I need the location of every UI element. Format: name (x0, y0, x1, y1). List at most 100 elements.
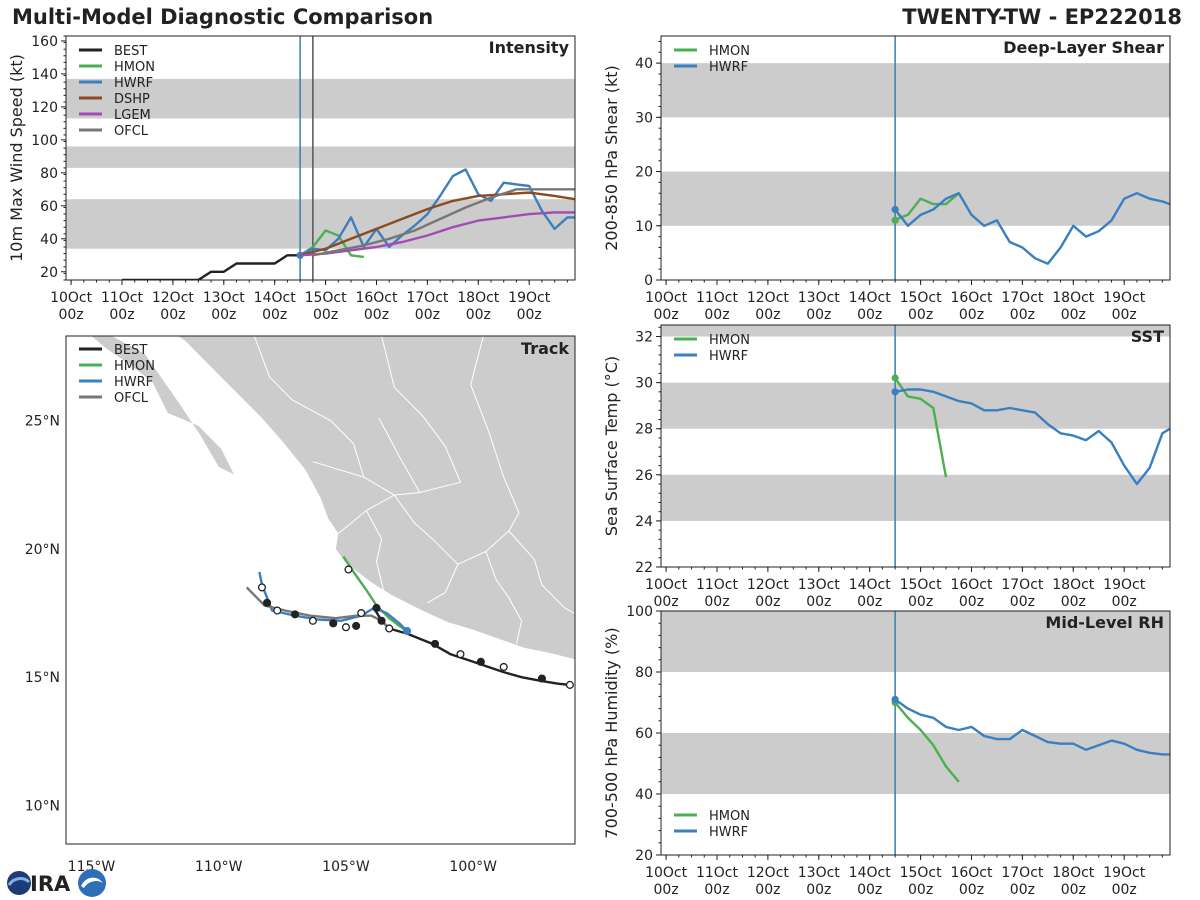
rh-xtick-hour: 00z (1010, 882, 1035, 898)
track-point-hwrf (263, 598, 272, 607)
shear-xtick-hour: 00z (755, 307, 780, 323)
intensity-ytick-label: 60 (40, 199, 58, 215)
sst-xtick-hour: 00z (1112, 594, 1137, 610)
sst-xtick-date: 10Oct (645, 577, 688, 593)
storm-id: TWENTY-TW - EP222018 (902, 5, 1182, 29)
sst-xtick-hour: 00z (806, 594, 831, 610)
shear-ytick-label: 40 (635, 56, 653, 72)
sst-xtick-hour: 00z (959, 594, 984, 610)
shear-xtick-hour: 00z (704, 307, 729, 323)
rh-xtick-date: 12Oct (747, 865, 790, 881)
figure-title: Multi-Model Diagnostic Comparison (12, 5, 434, 29)
rh-xtick-hour: 00z (1061, 882, 1086, 898)
shear-series-hwrf (894, 191, 1170, 265)
shear-band (661, 171, 1170, 226)
intensity-band (66, 146, 575, 168)
track-point-best (499, 662, 508, 672)
intensity-xtick-date: 12Oct (152, 290, 195, 306)
intensity-ytick-label: 100 (31, 133, 58, 149)
sst-band (661, 474, 1170, 521)
track-legend-ofcl: OFCL (114, 391, 149, 406)
intensity-xtick-date: 18Oct (457, 290, 500, 306)
intensity-frame (65, 35, 576, 281)
sst-ytick-label: 30 (635, 376, 653, 392)
intensity-legend-ofcl: OFCL (114, 124, 149, 139)
sst-xtick-date: 14Oct (849, 577, 892, 593)
shear-xtick-hour: 00z (1112, 307, 1137, 323)
intensity-ytick-label: 20 (40, 265, 58, 281)
track-point-best (565, 680, 574, 689)
track-frame (65, 335, 576, 845)
rh-xtick-hour: 00z (704, 882, 729, 898)
intensity-xtick-date: 17Oct (406, 290, 449, 306)
shear-band (661, 63, 1170, 118)
intensity-xtick-date: 10Oct (50, 290, 93, 306)
track-legend-hmon: HMON (114, 359, 155, 374)
svg-text:IRA: IRA (30, 872, 71, 896)
intensity-xtick-hour: 00z (364, 307, 389, 323)
rh-xtick-hour: 00z (908, 882, 933, 898)
rh-band (661, 733, 1170, 794)
sst-xtick-hour: 00z (908, 594, 933, 610)
track-state-border (365, 510, 385, 593)
track-state-border (337, 494, 436, 542)
track-point-hwrf (329, 619, 338, 628)
shear-xtick-hour: 00z (959, 307, 984, 323)
panel-rh: 2040608010010Oct00z11Oct00z12Oct00z13Oct… (602, 604, 1171, 898)
intensity-xtick-hour: 00z (466, 307, 491, 323)
rh-xtick-hour: 00z (806, 882, 831, 898)
rh-xtick-date: 11Oct (696, 865, 739, 881)
sst-xtick-date: 16Oct (950, 577, 993, 593)
track-ytick-label: 20°N (25, 542, 60, 558)
track-point-hwrf (352, 621, 361, 630)
sst-legend-hmon: HMON (709, 333, 750, 348)
intensity-band (66, 78, 575, 119)
shear-series-hwrf-start-point (891, 205, 899, 214)
sst-ytick-label: 28 (635, 422, 653, 438)
track-title: Track (521, 339, 569, 358)
sst-legend-hwrf: HWRF (709, 349, 748, 364)
track-state-border (470, 336, 520, 514)
shear-xtick-hour: 00z (857, 307, 882, 323)
shear-legend-hwrf: HWRF (709, 60, 748, 75)
track-point-hmon (344, 565, 353, 574)
rh-xtick-hour: 00z (857, 882, 882, 898)
sst-xtick-date: 11Oct (696, 577, 739, 593)
track-point-hwrf (290, 610, 300, 619)
sst-series-hmon-start-point (891, 374, 899, 382)
intensity-legend-best: BEST (114, 44, 147, 59)
rh-xtick-date: 14Oct (849, 865, 892, 881)
rh-legend-hwrf: HWRF (709, 825, 748, 840)
intensity-series-lgem (300, 211, 575, 257)
shear-xtick-hour: 00z (806, 307, 831, 323)
track-land-baja (91, 336, 234, 475)
sst-plot-area (661, 325, 1170, 567)
intensity-xtick-hour: 00z (262, 307, 287, 323)
track-point-best (430, 639, 440, 648)
intensity-xtick-hour: 00z (517, 307, 542, 323)
rh-xtick-date: 13Oct (798, 865, 841, 881)
rh-ytick-label: 40 (635, 787, 653, 803)
shear-ytick-label: 0 (644, 273, 653, 289)
sst-xtick-date: 15Oct (900, 577, 943, 593)
shear-frame (660, 35, 1171, 281)
shear-xtick-date: 19Oct (1103, 290, 1146, 306)
rh-legend-hmon: HMON (709, 809, 750, 824)
sst-title: SST (1131, 327, 1164, 346)
intensity-xtick-date: 16Oct (355, 290, 398, 306)
shear-xtick-date: 11Oct (696, 290, 739, 306)
shear-series-hmon-start-point (891, 216, 899, 224)
sst-ytick-label: 26 (635, 468, 653, 484)
shear-title: Deep-Layer Shear (1003, 38, 1164, 57)
rh-ytick-label: 80 (635, 665, 653, 681)
shear-xtick-hour: 00z (1010, 307, 1035, 323)
intensity-title: Intensity (489, 38, 570, 57)
intensity-xtick-date: 15Oct (305, 290, 348, 306)
intensity-series-dshp (299, 191, 575, 257)
panel-sst: 22242628303210Oct00z11Oct00z12Oct00z13Oc… (602, 324, 1171, 610)
track-xtick-label: 115°W (68, 859, 116, 875)
intensity-band (66, 199, 575, 249)
intensity-ytick-label: 80 (40, 166, 58, 182)
track-land-mainland (66, 336, 575, 660)
intensity-xtick-hour: 00z (211, 307, 236, 323)
